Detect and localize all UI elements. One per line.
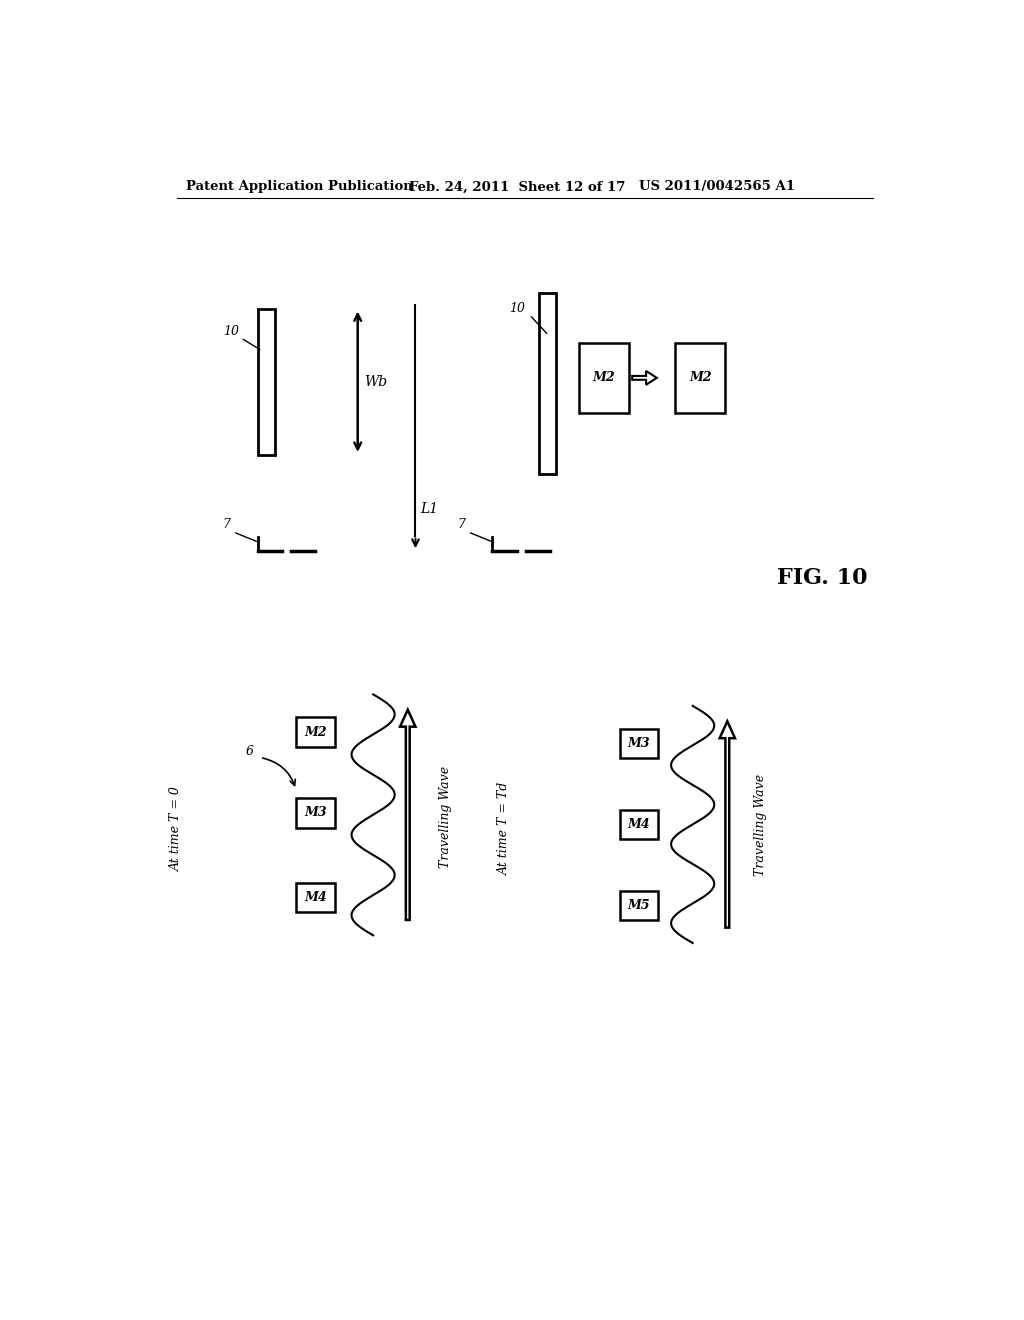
Text: M4: M4 bbox=[304, 891, 327, 904]
Text: 10: 10 bbox=[509, 302, 525, 315]
Text: M5: M5 bbox=[628, 899, 650, 912]
Text: Wb: Wb bbox=[364, 375, 387, 388]
Text: FIG. 10: FIG. 10 bbox=[777, 568, 868, 589]
Bar bbox=[620, 810, 658, 840]
FancyArrow shape bbox=[400, 710, 416, 920]
Text: M2: M2 bbox=[304, 726, 327, 739]
Text: L1: L1 bbox=[420, 502, 438, 516]
FancyArrow shape bbox=[720, 721, 735, 928]
Text: 7: 7 bbox=[223, 517, 230, 531]
FancyArrow shape bbox=[632, 371, 656, 385]
Text: 7: 7 bbox=[458, 517, 466, 531]
Text: M2: M2 bbox=[689, 371, 712, 384]
Text: At time T = 0: At time T = 0 bbox=[170, 785, 183, 871]
Bar bbox=[620, 729, 658, 758]
Text: M3: M3 bbox=[304, 807, 327, 820]
Bar bbox=[539, 293, 556, 474]
Text: Travelling Wave: Travelling Wave bbox=[755, 774, 767, 875]
Bar bbox=[580, 343, 629, 412]
Bar bbox=[296, 883, 335, 912]
Text: 10: 10 bbox=[222, 325, 239, 338]
Bar bbox=[296, 799, 335, 828]
Text: M2: M2 bbox=[593, 371, 615, 384]
Text: Patent Application Publication: Patent Application Publication bbox=[186, 181, 413, 194]
Bar bbox=[258, 309, 274, 455]
Text: Feb. 24, 2011  Sheet 12 of 17: Feb. 24, 2011 Sheet 12 of 17 bbox=[410, 181, 626, 194]
Bar bbox=[296, 718, 335, 747]
Text: At time T = Td: At time T = Td bbox=[498, 781, 511, 875]
Text: US 2011/0042565 A1: US 2011/0042565 A1 bbox=[639, 181, 795, 194]
Text: M3: M3 bbox=[628, 737, 650, 750]
Bar bbox=[676, 343, 725, 412]
Text: 6: 6 bbox=[246, 744, 254, 758]
Text: Travelling Wave: Travelling Wave bbox=[438, 766, 452, 867]
Text: M4: M4 bbox=[628, 818, 650, 832]
Bar bbox=[620, 891, 658, 920]
